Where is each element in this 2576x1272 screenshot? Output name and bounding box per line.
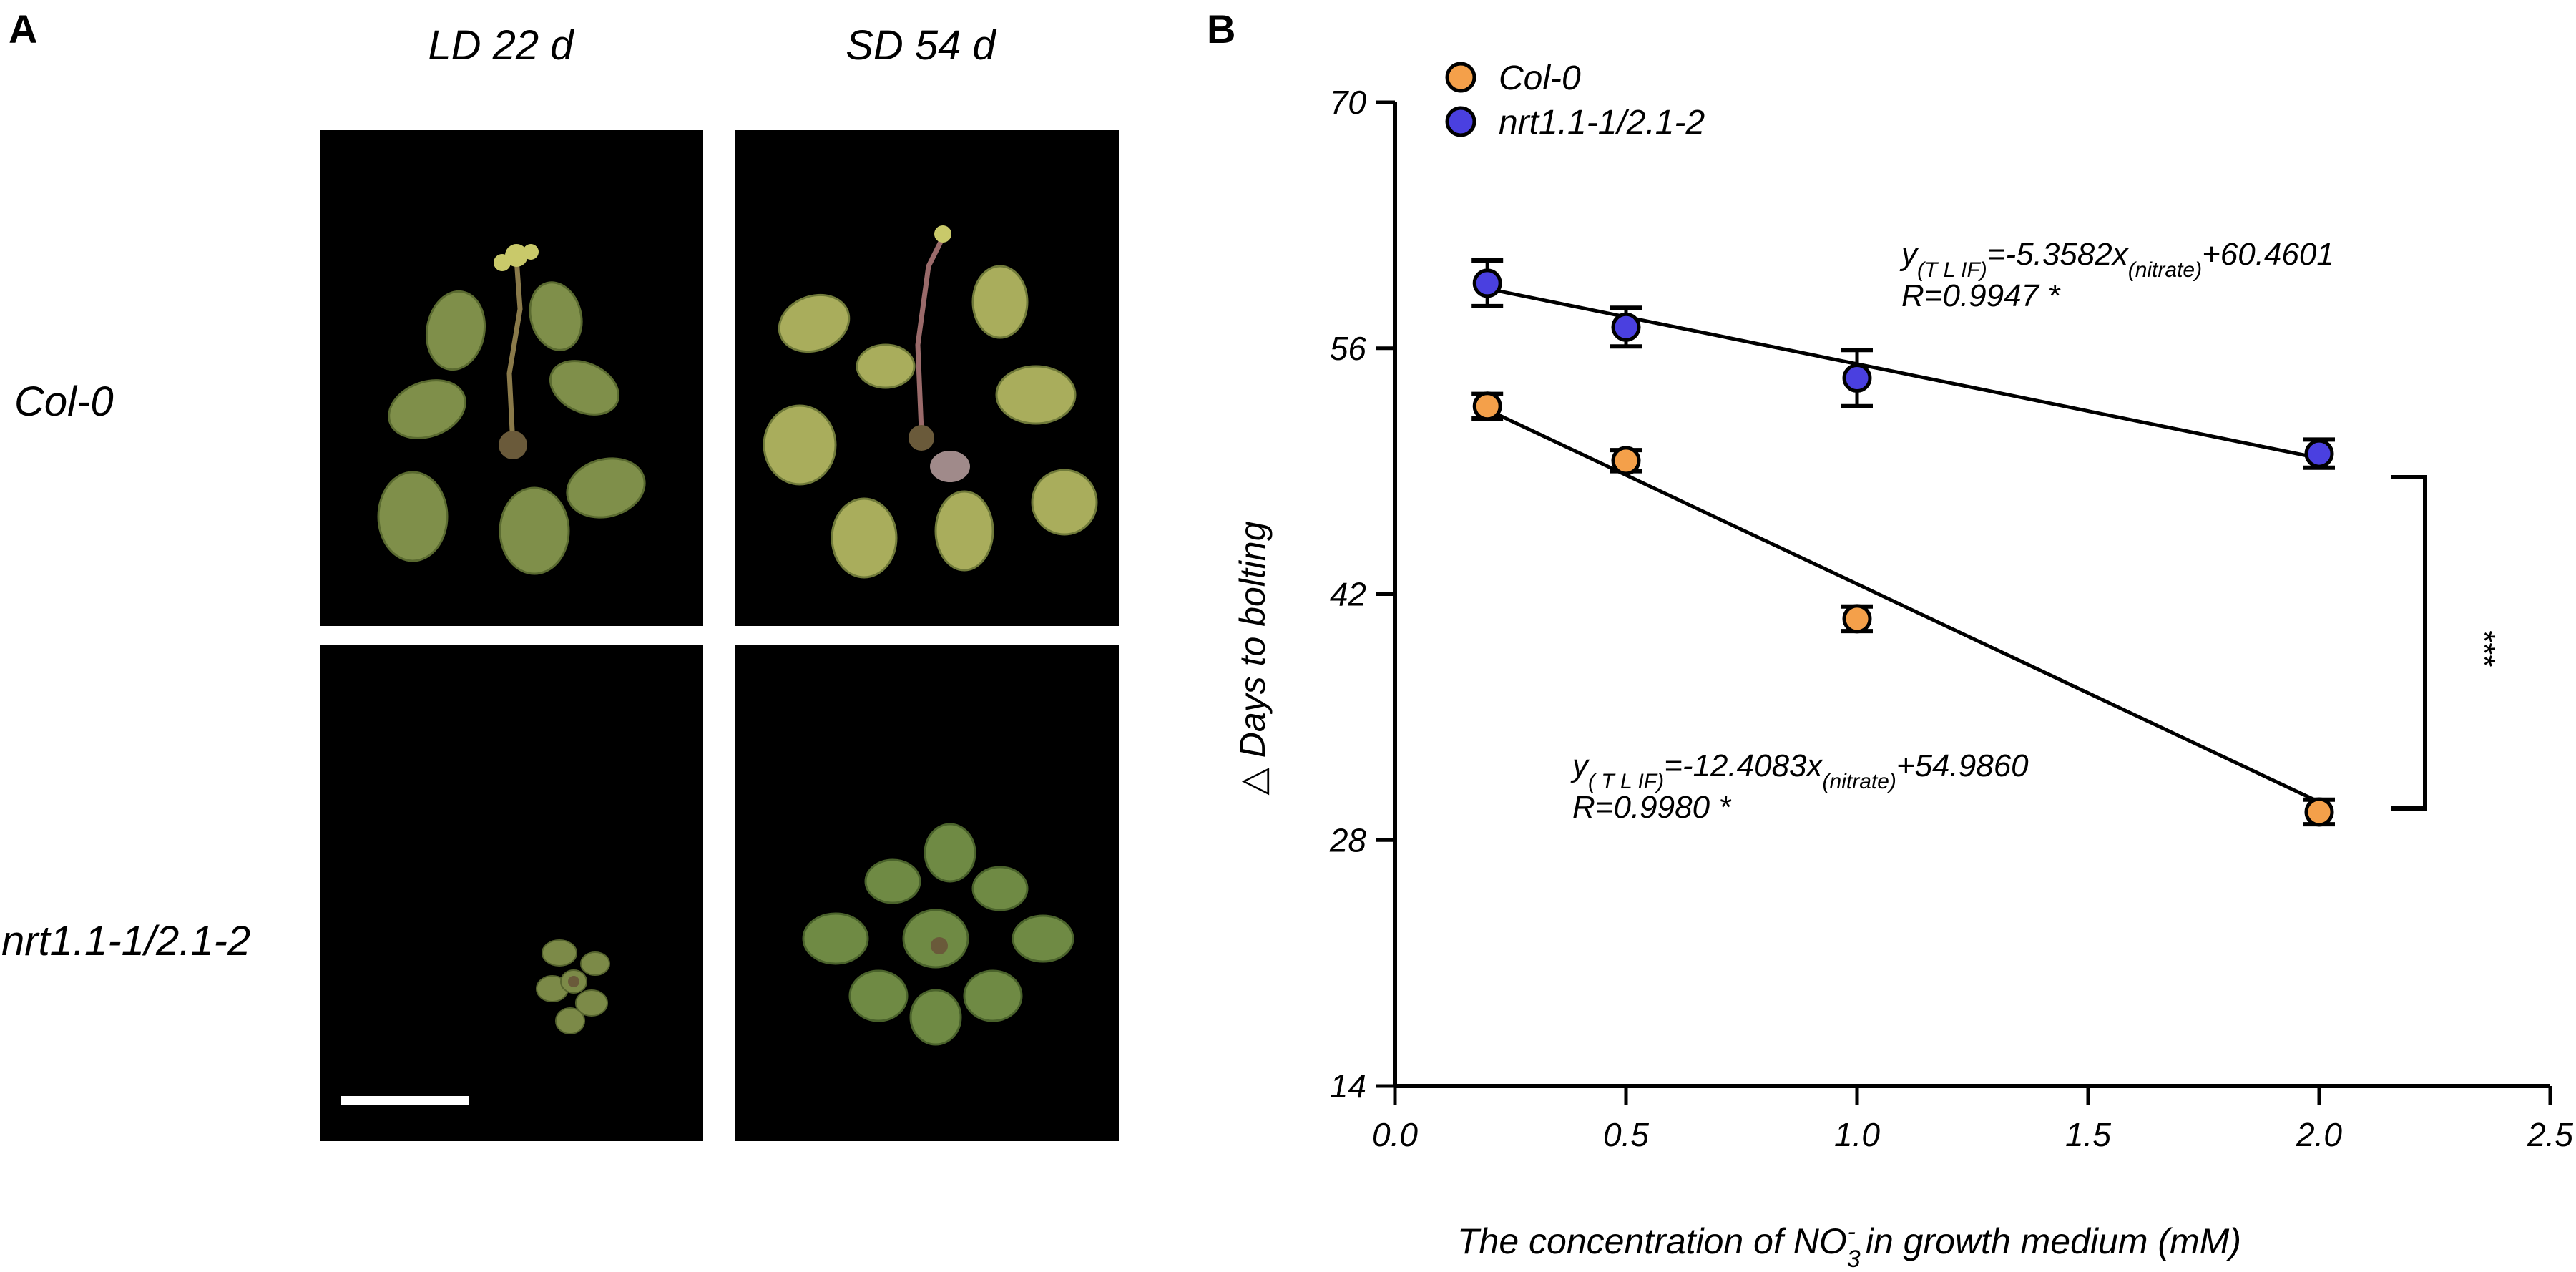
- legend-label: Col-0: [1499, 59, 1581, 97]
- fit-equation: y( T L IF)=-12.4083x(nitrate)+54.9860: [1570, 748, 2029, 793]
- fit-equation: y(T L IF)=-5.3582x(nitrate)+60.4601: [1899, 237, 2334, 282]
- chart-axes: 14 28 42 56 70 0.0 0.5 1.0 1.5 2.0 2.5 The concentr…: [1233, 84, 2573, 1272]
- legend-label: nrt1.1-1/2.1-2: [1499, 104, 1705, 142]
- row-header-col0: Col-0: [14, 378, 114, 425]
- y-axis-label: △ Days to bolting: [1233, 521, 1273, 795]
- fit-lines: [1487, 287, 2321, 804]
- data-point: [1842, 604, 1872, 634]
- plant-photo-mutant-sd: [735, 645, 1119, 1141]
- significance-stars: ***: [2467, 629, 2502, 667]
- fit-line: [1487, 287, 2320, 460]
- y-tick-label: 28: [1329, 821, 1367, 858]
- legend-marker: [1445, 106, 1476, 137]
- r-value: R=0.9947 *: [1901, 278, 2061, 313]
- y-tick-label: 14: [1330, 1067, 1366, 1105]
- rosette-illustration: [377, 244, 646, 575]
- panel-b-letter: B: [1207, 6, 1236, 52]
- x-tick-label: 1.5: [2065, 1116, 2111, 1153]
- r-value: R=0.9980 *: [1572, 790, 1732, 825]
- chart-legend: Col-0 nrt1.1-1/2.1-2: [1445, 59, 1705, 142]
- chart-annotations: y( T L IF)=-12.4083x(nitrate)+54.9860R=0…: [1570, 237, 2502, 825]
- plant-photo-mutant-ld: [320, 645, 703, 1141]
- rosette-illustration: [802, 823, 1074, 1046]
- x-tick-label: 0.5: [1603, 1116, 1649, 1153]
- rosette-illustration: [341, 939, 610, 1105]
- data-point: [2304, 797, 2334, 827]
- rosette-illustration: [763, 225, 1098, 579]
- legend-marker: [1445, 62, 1476, 93]
- column-header-ld: LD 22 d: [428, 22, 574, 69]
- data-point: [1472, 268, 1502, 298]
- y-tick-label: 70: [1330, 84, 1367, 121]
- data-point: [2304, 439, 2334, 469]
- significance-bracket: [2391, 475, 2427, 811]
- data-point: [1842, 363, 1872, 393]
- scale-bar: [341, 1096, 469, 1105]
- bolting-chart: 14 28 42 56 70 0.0 0.5 1.0 1.5 2.0 2.5 The concentr…: [1209, 0, 2576, 1272]
- plant-photo-col0-sd: [735, 130, 1119, 626]
- data-points: [1471, 258, 2335, 827]
- y-tick-label: 42: [1330, 576, 1366, 613]
- panel-a-letter: A: [9, 6, 38, 52]
- x-tick-label: 1.0: [1834, 1116, 1880, 1153]
- x-tick-label: 0.0: [1372, 1116, 1418, 1153]
- data-point: [1611, 312, 1641, 342]
- y-tick-label: 56: [1330, 330, 1367, 367]
- row-header-mutant: nrt1.1-1/2.1-2: [1, 918, 251, 964]
- x-tick-label: 2.0: [2296, 1116, 2342, 1153]
- x-axis-label: The concentration of NO3- in growth medi…: [1457, 1218, 2241, 1272]
- fit-line: [1487, 408, 2321, 804]
- plant-photo-col0-ld: [320, 130, 703, 626]
- data-point: [1611, 446, 1641, 476]
- data-point: [1472, 391, 1502, 421]
- x-tick-label: 2.5: [2527, 1116, 2573, 1153]
- column-header-sd: SD 54 d: [846, 22, 996, 69]
- chart-svg: 14 28 42 56 70 0.0 0.5 1.0 1.5 2.0 2.5 The concentr…: [1233, 59, 2573, 1272]
